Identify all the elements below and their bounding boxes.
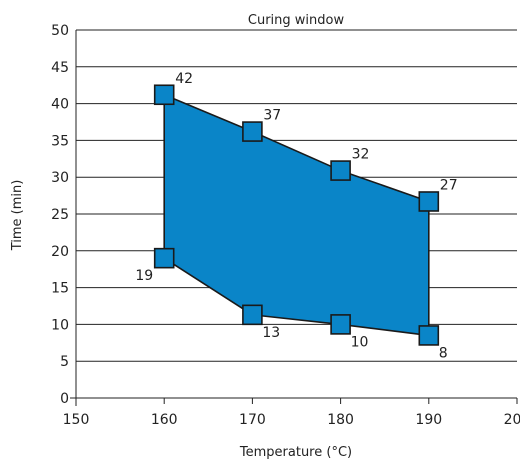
y-tick-label-10: 10 (51, 317, 69, 333)
upper-label-170: 37 (263, 108, 281, 124)
upper-marker-160 (153, 84, 175, 106)
upper-marker-170 (242, 121, 263, 142)
y-tick-label-30: 30 (51, 170, 69, 186)
lower-marker-180 (330, 314, 351, 335)
y-axis-label: Time (min) (10, 180, 25, 252)
x-tick-label-180: 180 (327, 412, 354, 428)
upper-label-190: 27 (440, 177, 458, 193)
y-tick-label-25: 25 (51, 207, 69, 223)
data-markers (153, 84, 440, 346)
upper-marker-190 (418, 191, 440, 212)
x-tick-label-170: 170 (239, 412, 266, 428)
y-tick-label-40: 40 (51, 97, 69, 113)
y-tick-label-5: 5 (60, 354, 69, 370)
lower-marker-170 (242, 304, 263, 326)
chart-title: Curing window (248, 13, 345, 28)
curing-window-polygon (163, 93, 430, 337)
y-tick-label-50: 50 (51, 23, 69, 39)
upper-label-180: 32 (352, 147, 370, 163)
x-axis-label: Temperature (°C) (239, 445, 352, 460)
tick-labels: 0 5 10 15 20 25 30 35 40 45 50 150 160 170 180 190 200 (51, 23, 520, 428)
lower-label-180: 10 (351, 334, 369, 350)
upper-label-160: 42 (175, 71, 193, 87)
y-tick-label-35: 35 (51, 133, 69, 149)
x-tick-label-200: 200 (504, 412, 520, 428)
y-tick-label-15: 15 (51, 281, 69, 297)
lower-marker-190 (418, 325, 440, 346)
axes (70, 30, 518, 406)
x-tick-label-150: 150 (63, 412, 90, 428)
lower-marker-160 (153, 247, 175, 269)
x-tick-label-190: 190 (415, 412, 442, 428)
y-tick-label-20: 20 (51, 244, 69, 260)
lower-label-190: 8 (439, 345, 448, 361)
data-labels: 42 37 32 27 19 13 10 8 (135, 71, 457, 362)
curing-window-area (163, 93, 430, 337)
lower-label-160: 19 (135, 268, 153, 284)
x-tick-label-160: 160 (151, 412, 178, 428)
lower-label-170: 13 (262, 325, 280, 341)
y-tick-label-45: 45 (51, 60, 69, 76)
upper-marker-180 (330, 160, 351, 181)
y-tick-label-0: 0 (60, 391, 69, 407)
